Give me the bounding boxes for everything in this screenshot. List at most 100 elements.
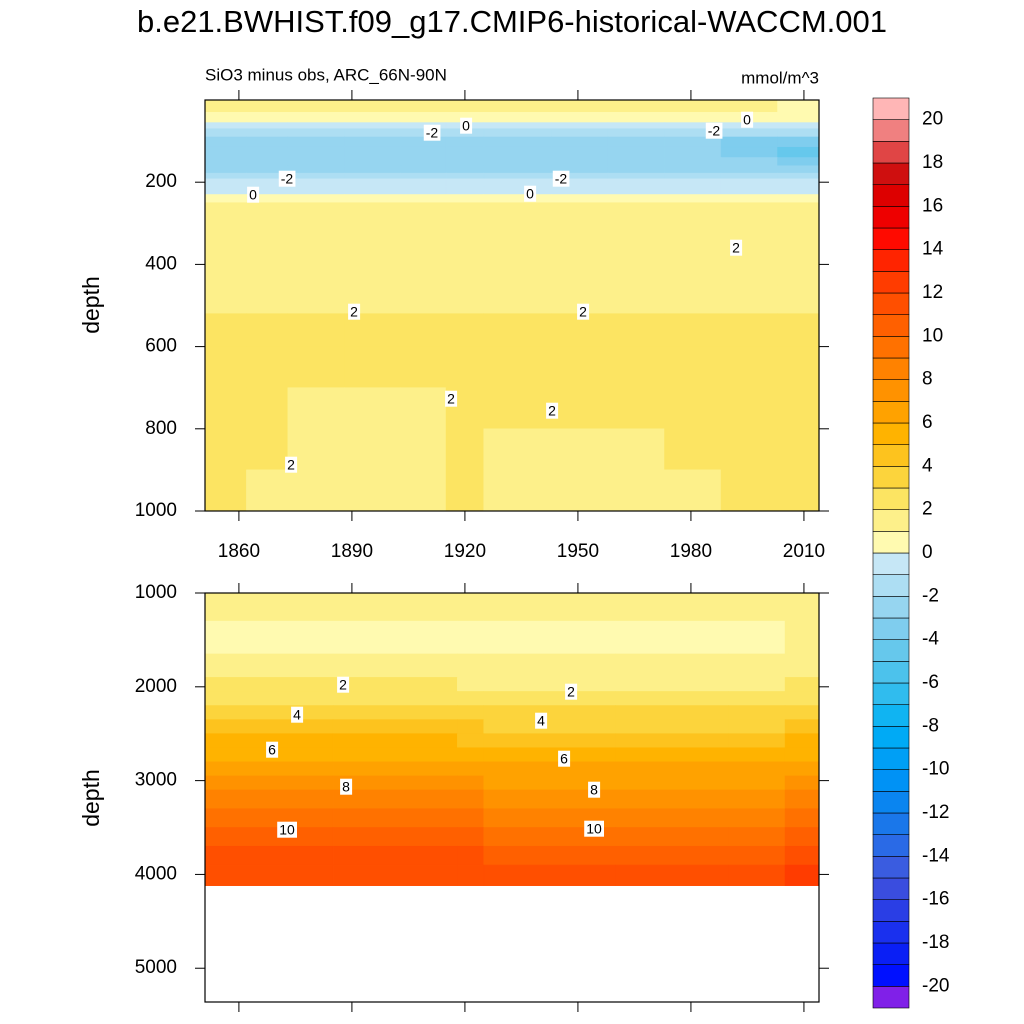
contour-cell — [445, 99, 485, 113]
colorbar-label: 10 — [922, 325, 943, 346]
contour-cell — [332, 827, 458, 847]
contour-cell — [784, 677, 820, 692]
contour-cell — [287, 172, 345, 180]
colorbar-box — [872, 206, 910, 229]
colorbar-box — [872, 834, 910, 857]
contour-cell — [287, 313, 345, 347]
contour-cell — [728, 691, 786, 706]
colorbar-label: 2 — [922, 499, 933, 520]
y-tick-label: 1000 — [135, 500, 177, 521]
colorbar-box — [872, 357, 910, 380]
contour-cell — [551, 346, 609, 389]
contour-cell — [551, 387, 609, 430]
contour-cell — [344, 202, 402, 245]
contour-cell — [344, 157, 402, 167]
contour-cell — [287, 243, 345, 286]
colorbar-box — [872, 596, 910, 619]
contour-cell — [445, 178, 485, 187]
contour-label-bg — [552, 170, 570, 187]
contour-cell — [332, 845, 458, 866]
contour-cell — [483, 691, 616, 706]
contour-cell — [445, 313, 485, 347]
contour-cell — [287, 128, 345, 138]
colorbar-label: -6 — [922, 672, 939, 693]
contour-cell — [607, 346, 665, 389]
contour-cell — [246, 284, 289, 315]
colorbar-box — [872, 271, 910, 294]
contour-cell — [483, 653, 616, 678]
contour-cell — [483, 157, 552, 167]
contour-cell — [400, 346, 447, 389]
y-axis-label: depth — [78, 276, 104, 334]
x-tick-label: 1980 — [670, 541, 712, 562]
contour-cell — [720, 387, 778, 430]
contour-cell — [204, 808, 334, 828]
colorbar-box — [872, 986, 910, 1009]
contour-cell — [287, 284, 345, 315]
contour-label: 4 — [293, 707, 301, 723]
contour-cell — [400, 202, 447, 245]
colorbar-box — [872, 292, 910, 315]
contour-label: -2 — [555, 171, 568, 187]
contour-cell — [400, 172, 447, 180]
contour-cell — [344, 186, 402, 195]
y-tick-label: 600 — [145, 336, 177, 357]
colorbar-box — [872, 661, 910, 684]
contour-label-bg — [277, 821, 297, 838]
contour-cell — [720, 136, 778, 148]
colorbar-box — [872, 379, 910, 402]
contour-cell — [332, 653, 458, 678]
contour-cell — [615, 808, 729, 828]
contour-cell — [784, 747, 820, 763]
contour-cell — [720, 172, 778, 180]
contour-cell — [784, 653, 820, 678]
contour-cell — [551, 469, 609, 512]
contour-label-bg — [535, 712, 548, 729]
y-tick-label: 3000 — [135, 770, 177, 791]
contour-cell — [728, 653, 786, 678]
contour-cell — [287, 112, 345, 123]
contour-cell — [664, 469, 722, 512]
contour-cell — [607, 186, 665, 195]
contour-cell — [607, 243, 665, 286]
colorbar-label: 16 — [922, 195, 943, 216]
contour-cell — [400, 146, 447, 158]
contour-cell — [784, 733, 820, 749]
contour-cell — [204, 122, 247, 130]
contour-cell — [607, 165, 665, 174]
contour-cell — [246, 243, 289, 286]
colorbar-label: 18 — [922, 152, 943, 173]
contour-cell — [246, 202, 289, 245]
contour-cell — [445, 136, 485, 148]
contour-cell — [720, 157, 778, 167]
colorbar-box — [872, 336, 910, 359]
contour-cell — [615, 705, 729, 720]
contour-cell — [784, 864, 820, 886]
contour-cell — [483, 719, 616, 735]
colorbar-label: -18 — [922, 932, 949, 953]
contour-cell — [445, 469, 485, 512]
contour-cell — [204, 186, 247, 195]
contour-cell — [664, 313, 722, 347]
contour-label-bg — [337, 676, 350, 693]
contour-cell — [720, 194, 778, 204]
contour-label-bg — [340, 778, 353, 795]
contour-cell — [457, 747, 485, 763]
contour-cell — [607, 469, 665, 512]
contour-cell — [728, 592, 786, 622]
contour-cell — [728, 719, 786, 735]
contour-cell — [287, 194, 345, 204]
contour-cell — [777, 469, 820, 512]
contour-cell — [483, 136, 552, 148]
contour-cell — [777, 284, 820, 315]
contour-cell — [483, 387, 552, 430]
colorbar-label: 12 — [922, 282, 943, 303]
y-tick-label: 200 — [145, 171, 177, 192]
contour-cell — [607, 157, 665, 167]
contour-cell — [784, 592, 820, 622]
contour-cell — [204, 592, 334, 622]
contour-cell — [615, 733, 729, 749]
contour-cell — [344, 122, 402, 130]
contour-cell — [664, 243, 722, 286]
contour-cell — [332, 620, 458, 655]
